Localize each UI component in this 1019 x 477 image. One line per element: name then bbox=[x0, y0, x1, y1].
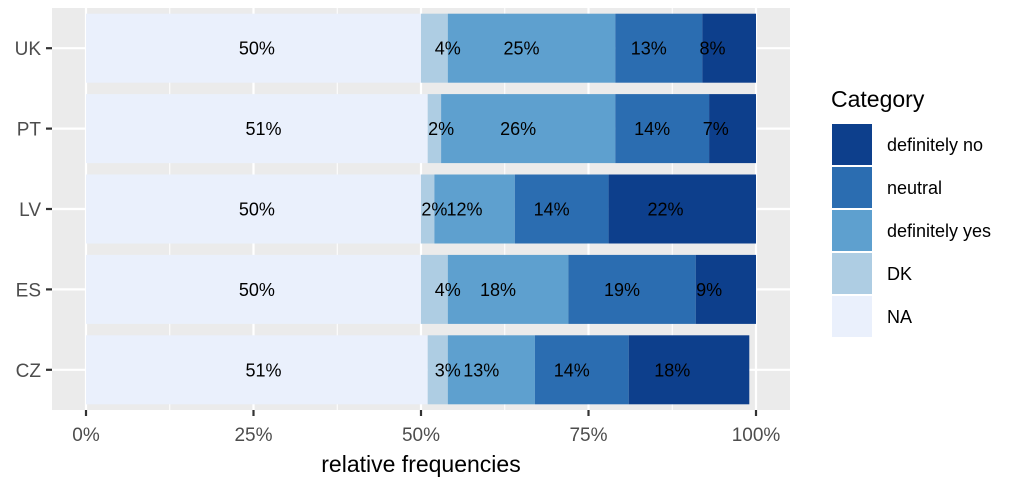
legend-swatch-na bbox=[832, 296, 872, 337]
segment-value-label: 14% bbox=[554, 360, 590, 380]
legend-swatch-dk bbox=[832, 253, 872, 294]
segment-value-label: 18% bbox=[480, 280, 516, 300]
bar-segment-lv-neutral bbox=[514, 174, 609, 244]
bar-segment-uk-na bbox=[86, 13, 421, 83]
segment-value-label: 26% bbox=[500, 119, 536, 139]
segment-value-label: 22% bbox=[648, 200, 684, 220]
legend-label: definitely no bbox=[887, 135, 983, 155]
bar-segment-cz-definitely-yes bbox=[447, 335, 535, 405]
legend-label: DK bbox=[887, 264, 912, 284]
segment-value-label: 18% bbox=[654, 360, 690, 380]
segment-value-label: 2% bbox=[421, 200, 447, 220]
legend-label: neutral bbox=[887, 178, 942, 198]
bar-segment-cz-neutral bbox=[534, 335, 629, 405]
segment-value-label: 9% bbox=[696, 280, 722, 300]
bar-segment-lv-dk bbox=[421, 174, 435, 244]
y-tick-label: UK bbox=[15, 39, 42, 60]
legend-label: definitely yes bbox=[887, 221, 991, 241]
bar-segment-es-na bbox=[86, 254, 421, 324]
bar-segment-uk-neutral bbox=[615, 13, 703, 83]
segment-value-label: 51% bbox=[246, 360, 282, 380]
segment-value-label: 51% bbox=[246, 119, 282, 139]
bar-segment-es-dk bbox=[421, 254, 448, 324]
segment-value-label: 7% bbox=[703, 119, 729, 139]
x-axis-title: relative frequencies bbox=[321, 451, 520, 477]
bar-segment-pt-definitely-no bbox=[709, 94, 756, 164]
legend-swatch-definitely-yes bbox=[832, 210, 872, 251]
segment-value-label: 13% bbox=[463, 360, 499, 380]
segment-value-label: 4% bbox=[435, 280, 461, 300]
legend: Category definitely no neutral definitely … bbox=[831, 86, 991, 338]
bar-segment-cz-definitely-no bbox=[628, 335, 750, 405]
x-tick-label: 25% bbox=[234, 425, 272, 446]
x-tick-label: 100% bbox=[732, 425, 781, 446]
bar-segment-pt-dk bbox=[427, 94, 442, 164]
segment-value-label: 12% bbox=[447, 200, 483, 220]
y-tick-label: CZ bbox=[16, 361, 42, 382]
segment-value-label: 3% bbox=[435, 360, 461, 380]
y-tick-label: LV bbox=[19, 200, 41, 221]
x-axis: 0% 25% 50% 75% 100% bbox=[72, 410, 780, 446]
bar-segment-pt-definitely-yes bbox=[441, 94, 616, 164]
x-tick-label: 50% bbox=[402, 425, 440, 446]
bar-segment-pt-na bbox=[86, 94, 428, 164]
y-tick-label: PT bbox=[17, 120, 42, 141]
bar-segment-cz-dk bbox=[427, 335, 448, 405]
bar-segment-es-neutral bbox=[568, 254, 696, 324]
bar-segment-es-definitely-yes bbox=[447, 254, 569, 324]
bar-segment-pt-neutral bbox=[615, 94, 710, 164]
legend-swatch-definitely-no bbox=[832, 124, 872, 165]
segment-value-label: 14% bbox=[534, 200, 570, 220]
segment-value-label: 4% bbox=[435, 39, 461, 59]
segment-value-label: 50% bbox=[239, 200, 275, 220]
segment-value-label: 2% bbox=[428, 119, 454, 139]
segment-value-label: 8% bbox=[699, 39, 725, 59]
bar-segment-lv-definitely-no bbox=[608, 174, 756, 244]
segment-value-label: 50% bbox=[239, 39, 275, 59]
segment-value-label: 50% bbox=[239, 280, 275, 300]
legend-swatch-neutral bbox=[832, 167, 872, 208]
legend-label: NA bbox=[887, 307, 912, 327]
bar-segment-uk-definitely-yes bbox=[447, 13, 616, 83]
bar-segment-es-definitely-no bbox=[695, 254, 756, 324]
x-tick-label: 0% bbox=[72, 425, 100, 446]
x-tick-label: 75% bbox=[569, 425, 607, 446]
segment-labels: 50% 4% 25% 13% 8%51% 2% 26% 14% 7%50% 2% 12% 14% 22%… bbox=[239, 39, 729, 381]
bar-segments bbox=[86, 13, 756, 405]
y-axis: UK PT LV ES CZ bbox=[15, 39, 52, 382]
bar-segment-lv-na bbox=[86, 174, 421, 244]
bar-segment-uk-dk bbox=[421, 13, 448, 83]
y-tick-label: ES bbox=[16, 280, 41, 301]
bar-segment-lv-definitely-yes bbox=[434, 174, 515, 244]
segment-value-label: 13% bbox=[631, 39, 667, 59]
segment-value-label: 14% bbox=[634, 119, 670, 139]
bar-segment-uk-definitely-no bbox=[702, 13, 756, 83]
segment-value-label: 19% bbox=[604, 280, 640, 300]
legend-title: Category bbox=[831, 86, 925, 112]
segment-value-label: 25% bbox=[503, 39, 539, 59]
bar-segment-cz-na bbox=[86, 335, 428, 405]
